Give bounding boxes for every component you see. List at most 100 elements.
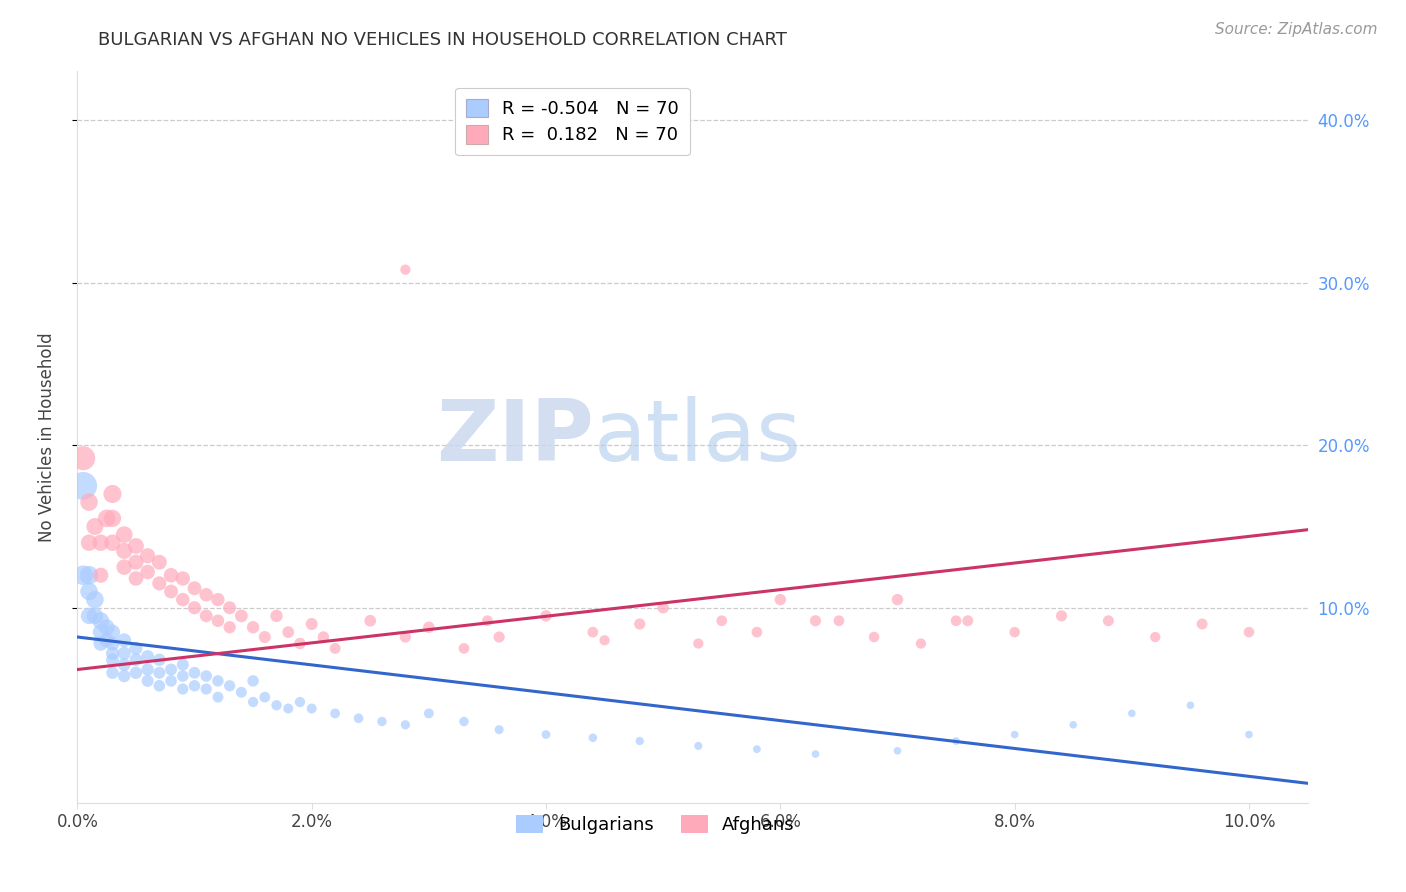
Point	[172, 669, 194, 683]
Point	[253, 690, 276, 705]
Point	[266, 698, 288, 713]
Point	[231, 685, 253, 699]
Point	[160, 568, 183, 582]
Point	[1237, 625, 1260, 640]
Point	[72, 479, 94, 493]
Point	[72, 451, 94, 466]
Point	[418, 706, 440, 721]
Point	[323, 641, 346, 656]
Point	[804, 614, 827, 628]
Point	[77, 608, 100, 623]
Point	[453, 641, 475, 656]
Point	[488, 723, 510, 737]
Point	[172, 681, 194, 696]
Point	[172, 592, 194, 607]
Point	[301, 701, 323, 715]
Text: ZIP: ZIP	[436, 395, 595, 479]
Point	[804, 747, 827, 761]
Point	[828, 614, 851, 628]
Point	[136, 673, 159, 688]
Point	[207, 614, 229, 628]
Point	[72, 568, 94, 582]
Point	[112, 527, 135, 541]
Point	[231, 608, 253, 623]
Point	[371, 714, 394, 729]
Point	[84, 608, 107, 623]
Point	[183, 665, 205, 680]
Point	[1004, 625, 1026, 640]
Point	[172, 657, 194, 672]
Point	[593, 633, 616, 648]
Point	[218, 679, 240, 693]
Point	[101, 511, 124, 525]
Point	[148, 576, 170, 591]
Point	[394, 718, 416, 732]
Point	[136, 663, 159, 677]
Point	[394, 630, 416, 644]
Point	[195, 681, 218, 696]
Point	[101, 653, 124, 667]
Point	[1004, 727, 1026, 741]
Point	[183, 581, 205, 595]
Point	[183, 600, 205, 615]
Point	[628, 617, 651, 632]
Legend: Bulgarians, Afghans: Bulgarians, Afghans	[509, 807, 801, 841]
Point	[207, 673, 229, 688]
Point	[160, 663, 183, 677]
Point	[195, 588, 218, 602]
Point	[77, 584, 100, 599]
Point	[277, 625, 299, 640]
Point	[886, 592, 908, 607]
Point	[207, 690, 229, 705]
Text: BULGARIAN VS AFGHAN NO VEHICLES IN HOUSEHOLD CORRELATION CHART: BULGARIAN VS AFGHAN NO VEHICLES IN HOUSE…	[98, 31, 787, 49]
Point	[347, 711, 370, 725]
Point	[394, 262, 416, 277]
Point	[218, 600, 240, 615]
Point	[453, 714, 475, 729]
Point	[90, 535, 112, 549]
Point	[183, 679, 205, 693]
Point	[77, 535, 100, 549]
Point	[90, 568, 112, 582]
Point	[195, 608, 218, 623]
Point	[266, 608, 288, 623]
Point	[710, 614, 733, 628]
Point	[582, 731, 605, 745]
Point	[112, 646, 135, 660]
Point	[863, 630, 886, 644]
Point	[125, 665, 148, 680]
Point	[96, 633, 118, 648]
Point	[418, 620, 440, 634]
Point	[534, 608, 557, 623]
Point	[77, 495, 100, 509]
Point	[477, 614, 499, 628]
Point	[101, 665, 124, 680]
Text: Source: ZipAtlas.com: Source: ZipAtlas.com	[1215, 22, 1378, 37]
Point	[488, 630, 510, 644]
Text: atlas: atlas	[595, 395, 801, 479]
Point	[160, 584, 183, 599]
Point	[101, 636, 124, 650]
Point	[84, 592, 107, 607]
Point	[910, 636, 932, 650]
Point	[652, 600, 675, 615]
Point	[112, 657, 135, 672]
Point	[288, 636, 311, 650]
Point	[101, 487, 124, 501]
Point	[136, 649, 159, 664]
Point	[1237, 727, 1260, 741]
Point	[125, 641, 148, 656]
Point	[195, 669, 218, 683]
Point	[207, 592, 229, 607]
Point	[1180, 698, 1202, 713]
Point	[1121, 706, 1143, 721]
Point	[534, 727, 557, 741]
Point	[323, 706, 346, 721]
Point	[136, 549, 159, 563]
Point	[745, 625, 768, 640]
Point	[96, 620, 118, 634]
Point	[160, 673, 183, 688]
Point	[112, 633, 135, 648]
Point	[312, 630, 335, 644]
Point	[125, 572, 148, 586]
